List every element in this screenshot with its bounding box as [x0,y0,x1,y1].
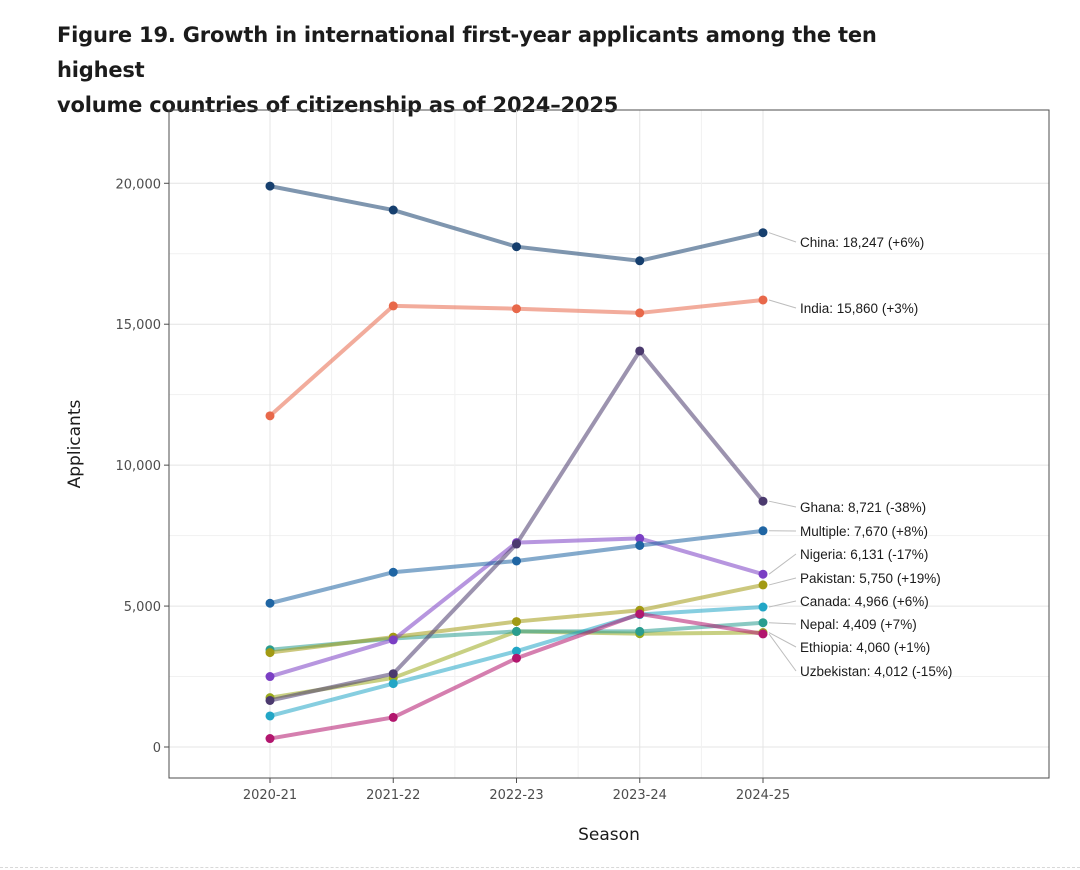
end-label-pakistan: Pakistan: 5,750 (+19%) [800,571,941,586]
data-point-india [388,301,398,311]
y-axis-title: Applicants [65,399,85,488]
series-multiple [265,526,768,608]
x-tick-label: 2022-23 [489,788,543,803]
label-leader-nigeria [768,553,797,575]
data-point-canada [265,711,275,721]
series-ghana [265,346,768,705]
data-point-pakistan [265,648,275,658]
x-tick-label: 2023-24 [613,788,667,803]
figure-title-line-2: volume countries of citizenship as of 20… [57,93,619,117]
data-point-multiple [635,540,645,550]
data-point-nepal [758,618,768,628]
data-point-china [265,181,275,191]
x-tick-label: 2024-25 [736,788,790,803]
plot-panel-border [168,109,1050,779]
data-point-multiple [265,598,275,608]
data-point-ghana [635,346,645,356]
data-point-multiple [512,556,521,566]
end-label-multiple: Multiple: 7,670 (+8%) [800,524,928,539]
data-point-ghana [758,496,768,506]
data-point-nepal [635,626,645,636]
y-axis: 0 5,000 10,000 15,000 20,000 [116,177,169,756]
label-leader-pakistan [768,577,797,586]
data-point-multiple [758,526,768,536]
end-label-china: China: 18,247 (+6%) [800,235,924,250]
data-point-uzbekistan [265,734,275,744]
label-leader-uzbekistan [768,633,797,672]
series-india [265,295,768,421]
data-point-nigeria [388,635,398,645]
series-uzbekistan [265,609,768,744]
data-point-nigeria [635,533,645,543]
data-point-uzbekistan [512,653,521,663]
data-point-india [265,411,275,421]
data-point-canada [388,679,398,689]
data-point-ghana [265,695,275,705]
label-leader-india [768,299,797,309]
series-china [265,181,768,266]
data-point-india [758,295,768,305]
end-label-uzbekistan: Uzbekistan: 4,012 (-15%) [800,664,952,679]
label-leader-canada [768,600,797,608]
data-point-pakistan [512,617,521,627]
end-label-nepal: Nepal: 4,409 (+7%) [800,617,917,632]
data-point-china [512,242,521,252]
y-tick-label: 5,000 [124,600,161,615]
label-leader-nepal [768,622,797,625]
end-label-canada: Canada: 4,966 (+6%) [800,594,929,609]
data-point-india [512,304,521,314]
data-point-ghana [388,669,398,679]
data-point-uzbekistan [758,629,768,639]
end-label-nigeria: Nigeria: 6,131 (-17%) [800,547,928,562]
data-point-nepal [512,626,521,636]
label-leader-ethiopia [768,632,797,648]
data-point-pakistan [758,580,768,590]
data-point-canada [512,646,521,656]
label-leader-china [768,232,797,243]
data-point-nigeria [265,672,275,682]
series-lines [265,181,768,744]
figure-title: Figure 19. Growth in international first… [57,18,957,123]
data-point-uzbekistan [635,609,645,619]
x-tick-label: 2021-22 [366,788,420,803]
x-axis-title: Season [578,825,640,845]
data-point-china [758,228,768,238]
end-label-india: India: 15,860 (+3%) [800,301,918,316]
y-tick-label: 20,000 [116,177,162,192]
data-point-canada [758,602,768,612]
end-label-ethiopia: Ethiopia: 4,060 (+1%) [800,640,930,655]
end-labels: Ethiopia: 4,060 (+1%) Nepal: 4,409 (+7%) C… [768,232,952,679]
data-point-china [388,205,398,215]
page-bottom-divider [0,867,1080,868]
figure-title-line-1: Figure 19. Growth in international first… [57,23,877,82]
x-tick-label: 2020-21 [243,788,297,803]
x-axis: 2020-21 2021-22 2022-23 2023-24 2024-25 [243,778,790,803]
label-leader-ghana [768,500,797,508]
data-point-india [635,308,645,318]
data-point-multiple [388,567,398,577]
data-point-china [635,256,645,266]
end-label-ghana: Ghana: 8,721 (-38%) [800,500,926,515]
data-point-ghana [512,539,521,549]
y-tick-label: 0 [153,741,161,756]
y-tick-label: 15,000 [116,318,162,333]
data-point-nigeria [758,569,768,579]
grid-lines [169,110,1049,778]
y-tick-label: 10,000 [116,459,162,474]
data-point-uzbekistan [388,712,398,722]
